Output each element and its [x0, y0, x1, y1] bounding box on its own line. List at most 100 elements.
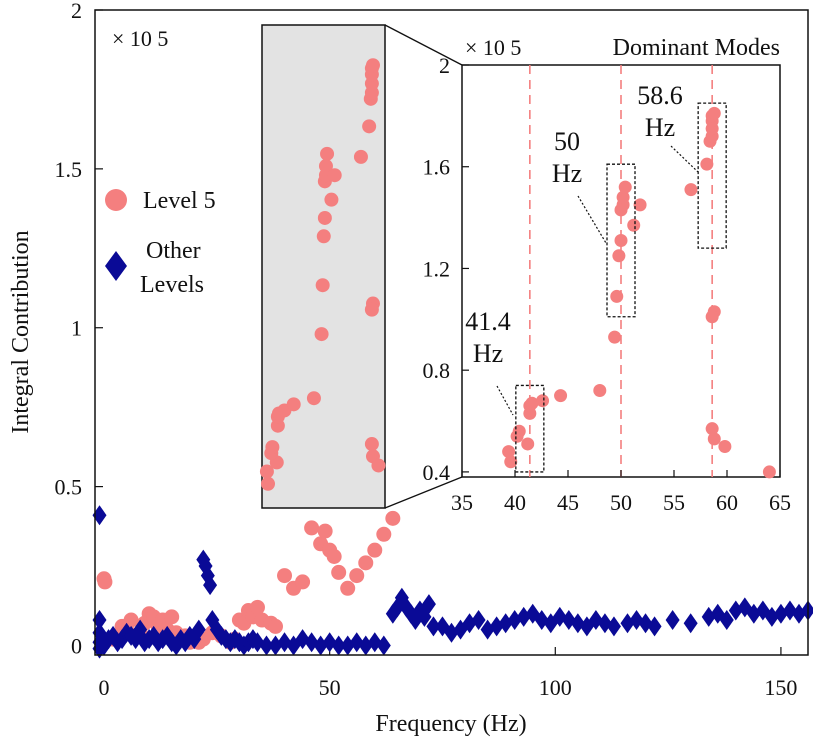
inset-level5-point — [616, 190, 630, 204]
zoom-level5-point — [365, 58, 380, 73]
x-tick-label: 50 — [319, 675, 341, 700]
zoom-level5-point — [353, 149, 368, 164]
inset-x-tick-label: 60 — [716, 490, 738, 515]
level5-point — [385, 510, 401, 526]
other-levels-point — [471, 610, 486, 631]
mode-leader-line — [496, 385, 514, 416]
main-scale-label: × 10 5 — [112, 26, 168, 51]
other-levels-point — [92, 610, 107, 631]
inset-level5-point — [525, 396, 539, 410]
inset-x-tick-label: 45 — [557, 490, 579, 515]
legend-level5-marker — [105, 189, 127, 211]
zoom-level5-point — [324, 192, 339, 207]
inset-level5-point — [705, 310, 719, 324]
level5-point — [326, 549, 342, 565]
legend: Level 5 Other Levels — [105, 188, 216, 298]
inset-level5-point — [684, 183, 698, 197]
inset-chart: 35 40 45 50 55 60 65 0.4 0.8 1.2 1.6 2 × 10 5 Dominan… — [423, 35, 792, 515]
other-levels-point — [259, 635, 274, 656]
inset-level5-point — [608, 330, 622, 344]
zoom-level5-point — [371, 458, 386, 473]
zoom-level5-point — [364, 437, 379, 452]
x-tick-label: 0 — [99, 675, 110, 700]
y-tick-label: 2 — [71, 0, 82, 23]
level5-point — [97, 574, 113, 590]
main-data-points — [92, 505, 813, 659]
mode-annotation-value: 58.6 — [637, 81, 683, 110]
other-levels-point — [92, 505, 107, 526]
x-tick-label: 150 — [764, 675, 797, 700]
zoom-connector-bottom — [384, 476, 463, 509]
inset-title: Dominant Modes — [613, 35, 780, 61]
zoom-level5-point — [318, 159, 333, 174]
inset-level5-point — [707, 106, 721, 120]
inset-y-tick-label: 0.8 — [423, 358, 451, 383]
level5-point — [367, 542, 383, 558]
inset-x-tick-label: 40 — [504, 490, 526, 515]
inset-level5-point — [618, 180, 632, 194]
zoom-connector-top — [384, 24, 463, 66]
inset-x-tick-label: 35 — [451, 490, 473, 515]
other-levels-point — [421, 594, 436, 615]
zoom-level5-point — [286, 397, 301, 412]
mode-annotation-unit: Hz — [552, 159, 582, 188]
level5-point — [123, 612, 139, 628]
zoom-region — [259, 24, 463, 509]
level5-point — [304, 520, 320, 536]
level5-point — [340, 580, 356, 596]
inset-level5-point — [707, 432, 721, 446]
inset-level5-point — [633, 198, 647, 212]
inset-level5-point — [504, 455, 518, 469]
mode-highlight-box — [515, 384, 545, 473]
legend-other-levels-label-line1: Other — [146, 238, 201, 264]
zoom-level5-point — [261, 476, 276, 491]
zoom-level5-point — [265, 440, 280, 455]
zoom-level5-point — [306, 391, 321, 406]
y-tick-label: 1 — [71, 316, 82, 341]
inset-level5-point — [593, 384, 607, 398]
inset-y-tick-label: 2 — [439, 53, 450, 78]
other-levels-point — [331, 635, 346, 656]
level5-point — [249, 599, 265, 615]
level5-point — [277, 568, 293, 584]
other-levels-point — [498, 613, 513, 634]
inset-y-tick-label: 1.2 — [423, 256, 451, 281]
level5-point — [317, 523, 333, 539]
other-levels-point — [665, 610, 680, 631]
inset-x-tick-label: 65 — [769, 490, 791, 515]
inset-level5-point — [536, 394, 550, 408]
inset-x-tick-label: 50 — [610, 490, 632, 515]
inset-level5-point — [762, 465, 776, 479]
y-tick-label: 1.5 — [55, 157, 83, 182]
level5-point — [358, 555, 374, 571]
other-levels-point — [191, 619, 206, 640]
legend-other-levels-marker — [105, 251, 127, 281]
inset-level5-point — [705, 422, 719, 436]
inset-level5-point — [614, 233, 628, 247]
x-axis-label: Frequency (Hz) — [375, 711, 526, 737]
mode-annotation-unit: Hz — [473, 339, 503, 368]
inset-level5-point — [521, 437, 535, 451]
legend-other-levels-label-line2: Levels — [140, 272, 204, 298]
level5-point — [349, 568, 365, 584]
level5-point — [268, 618, 284, 634]
y-tick-label: 0.5 — [55, 475, 83, 500]
zoom-level5-point — [362, 119, 377, 134]
other-levels-point — [801, 600, 813, 621]
level5-point — [376, 526, 392, 542]
inset-scale-label: × 10 5 — [465, 35, 521, 60]
inset-level5-point — [502, 445, 516, 459]
inset-x-tick-label: 55 — [663, 490, 685, 515]
mode-highlight-box — [697, 102, 727, 249]
inset-level5-point — [627, 218, 641, 232]
y-axis-label: Integral Contribution — [8, 230, 34, 433]
level5-point — [331, 564, 347, 580]
inset-level5-point — [718, 439, 732, 453]
zoom-level5-point — [259, 464, 274, 479]
other-levels-point — [376, 635, 391, 656]
mode-annotation-value: 50 — [554, 127, 580, 156]
other-levels-point — [203, 575, 218, 596]
zoom-level5-point — [315, 278, 330, 293]
zoom-level5-point — [320, 146, 335, 161]
